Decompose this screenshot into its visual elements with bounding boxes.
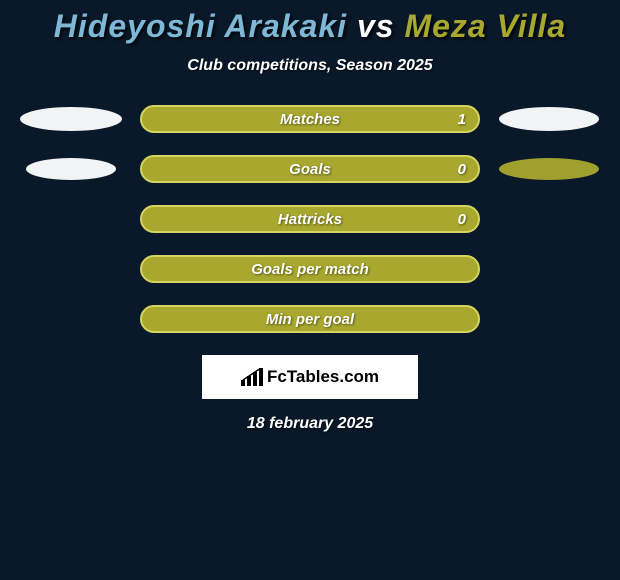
stat-value: 0 <box>458 157 466 181</box>
left-ellipse <box>20 107 122 131</box>
date-text: 18 february 2025 <box>0 415 620 433</box>
stat-label: Goals per match <box>142 257 478 281</box>
stat-label: Goals <box>142 157 478 181</box>
stat-row: Min per goal <box>0 305 620 333</box>
left-ellipse <box>26 158 116 180</box>
page-title: Hideyoshi Arakaki vs Meza Villa <box>0 8 620 45</box>
stat-label: Matches <box>142 107 478 131</box>
stat-row: Goals per match <box>0 255 620 283</box>
stat-bar: Goals per match <box>140 255 480 283</box>
stat-row: Goals0 <box>0 155 620 183</box>
stat-row: Hattricks0 <box>0 205 620 233</box>
logo-dotcom: .com <box>339 367 379 386</box>
stat-value: 0 <box>458 207 466 231</box>
site-logo: FcTables.com <box>202 355 418 399</box>
infographic-container: Hideyoshi Arakaki vs Meza Villa Club com… <box>0 0 620 433</box>
logo-tables: Tables <box>287 367 340 386</box>
stat-bar: Goals0 <box>140 155 480 183</box>
subtitle: Club competitions, Season 2025 <box>0 57 620 75</box>
title-player2: Meza Villa <box>404 8 566 44</box>
logo-text: FcTables.com <box>267 367 379 387</box>
stat-label: Hattricks <box>142 207 478 231</box>
stat-bar: Hattricks0 <box>140 205 480 233</box>
stat-value: 1 <box>458 107 466 131</box>
stats-area: Matches1Goals0Hattricks0Goals per matchM… <box>0 105 620 333</box>
title-vs: vs <box>357 8 395 44</box>
logo-fc: Fc <box>267 367 287 386</box>
logo-inner: FcTables.com <box>241 367 379 387</box>
stat-label: Min per goal <box>142 307 478 331</box>
bars-icon <box>241 368 263 386</box>
stat-bar: Min per goal <box>140 305 480 333</box>
title-player1: Hideyoshi Arakaki <box>54 8 347 44</box>
stat-row: Matches1 <box>0 105 620 133</box>
stat-bar: Matches1 <box>140 105 480 133</box>
right-ellipse <box>499 158 599 180</box>
right-ellipse <box>499 107 599 131</box>
